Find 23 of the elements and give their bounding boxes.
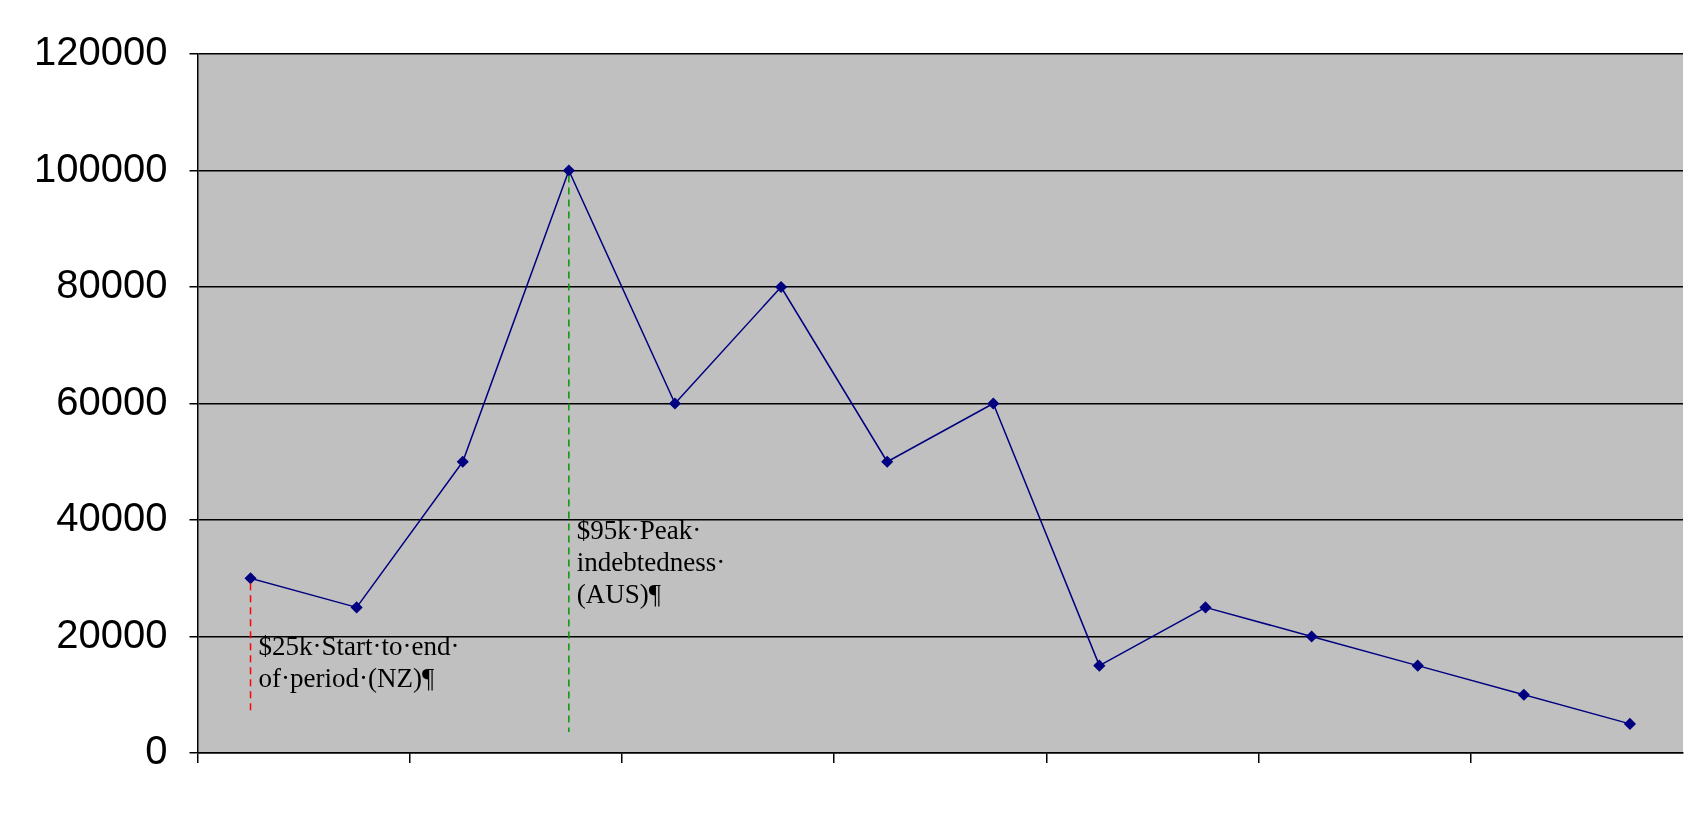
point bbox=[1518, 689, 1530, 701]
point bbox=[987, 397, 1000, 410]
y-tick-label: 20000 bbox=[56, 611, 168, 656]
point bbox=[563, 164, 575, 177]
y-tick-label: 80000 bbox=[56, 262, 168, 307]
y-tick-label: 60000 bbox=[56, 378, 168, 423]
point bbox=[1305, 630, 1318, 643]
point bbox=[457, 456, 469, 468]
annotation: $95k·Peak·indebtedness·(AUS)¶ bbox=[576, 515, 726, 610]
point bbox=[775, 281, 787, 293]
point bbox=[1624, 718, 1636, 730]
point bbox=[244, 572, 257, 584]
point bbox=[881, 456, 893, 468]
annotation: $25k·Start·to·end·of·period·(NZ)¶ bbox=[258, 630, 460, 693]
y-tick-label: 100000 bbox=[33, 145, 168, 190]
point bbox=[1411, 659, 1424, 672]
y-tick-label: 120000 bbox=[33, 29, 168, 74]
y-tick-label: 0 bbox=[145, 728, 168, 773]
y-tick-label: 40000 bbox=[56, 495, 168, 540]
point bbox=[350, 601, 363, 614]
point bbox=[1199, 601, 1212, 614]
point bbox=[669, 397, 681, 410]
point bbox=[1093, 659, 1106, 672]
